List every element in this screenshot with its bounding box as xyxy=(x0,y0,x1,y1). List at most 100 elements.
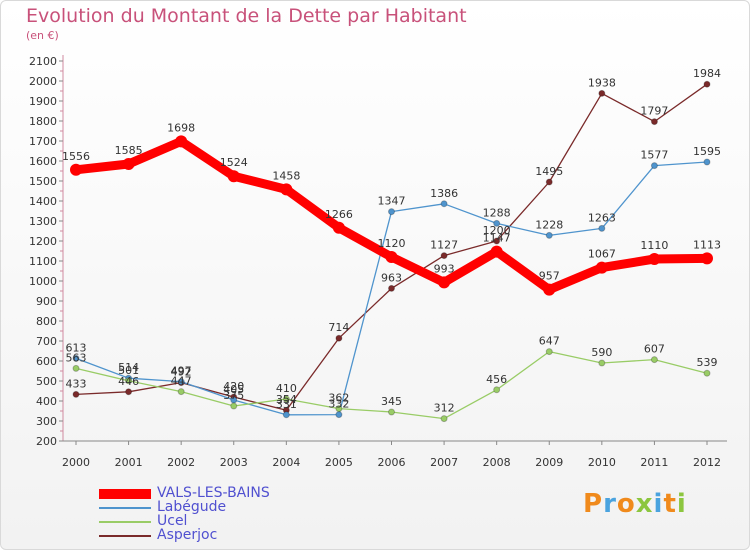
data-point xyxy=(282,411,290,419)
data-label: 1266 xyxy=(325,208,353,221)
data-label: 1347 xyxy=(378,195,406,208)
data-point xyxy=(598,359,606,367)
data-point xyxy=(598,224,606,232)
data-point xyxy=(543,283,556,296)
data-label: 497 xyxy=(171,365,192,378)
data-point xyxy=(545,231,553,239)
data-point xyxy=(388,284,395,292)
data-label: 446 xyxy=(118,375,139,388)
legend-swatch xyxy=(99,507,151,509)
legend-swatch xyxy=(99,535,151,537)
data-point xyxy=(703,369,711,377)
data-label: 1110 xyxy=(640,239,668,252)
data-label: 647 xyxy=(539,335,560,348)
logo-letter: i xyxy=(676,489,687,519)
data-point xyxy=(230,402,238,410)
y-tick-label: 600 xyxy=(36,355,57,368)
data-point xyxy=(440,252,448,260)
data-label: 1067 xyxy=(588,248,616,261)
data-point xyxy=(175,135,188,148)
y-tick-label: 2100 xyxy=(29,55,57,68)
legend-label: Asperjoc xyxy=(157,527,218,543)
x-tick-label: 2001 xyxy=(115,456,143,469)
x-tick-label: 2000 xyxy=(62,456,90,469)
chart-title: Evolution du Montant de la Dette par Hab… xyxy=(26,5,467,27)
logo-letter: x xyxy=(635,489,654,519)
data-point xyxy=(438,276,451,289)
y-tick-label: 500 xyxy=(36,375,57,388)
data-label: 405 xyxy=(223,383,244,396)
data-label: 963 xyxy=(381,271,402,284)
data-point xyxy=(703,158,711,166)
data-label: 1386 xyxy=(430,187,458,200)
data-point xyxy=(125,388,133,396)
chart-subtitle: (en €) xyxy=(26,29,59,42)
data-label: 1556 xyxy=(62,150,90,163)
data-label: 1577 xyxy=(640,149,668,162)
data-label: 312 xyxy=(434,402,455,415)
data-label: 607 xyxy=(644,343,665,356)
y-tick-label: 400 xyxy=(36,395,57,408)
data-point xyxy=(335,334,343,342)
data-point xyxy=(385,251,398,263)
x-tick-label: 2010 xyxy=(588,456,616,469)
legend-label: Labégude xyxy=(157,499,227,515)
legend-label: Ucel xyxy=(157,513,188,529)
data-label: 1113 xyxy=(693,238,721,251)
data-label: 1698 xyxy=(167,121,195,134)
x-tick-label: 2002 xyxy=(167,456,195,469)
logo-letter: i xyxy=(653,489,664,519)
data-point xyxy=(177,378,185,386)
data-label: 1938 xyxy=(588,76,616,89)
y-tick-label: 2000 xyxy=(29,75,57,88)
data-label: 714 xyxy=(328,321,349,334)
data-point xyxy=(650,356,658,364)
data-label: 993 xyxy=(434,262,455,275)
logo-letter: r xyxy=(603,489,617,519)
data-point xyxy=(490,245,503,258)
data-label: 1984 xyxy=(693,67,721,80)
data-label: 1288 xyxy=(483,206,511,219)
data-label: 433 xyxy=(66,377,87,390)
data-label: 345 xyxy=(381,395,402,408)
data-point xyxy=(70,163,82,176)
data-label: 447 xyxy=(171,375,192,388)
data-label: 1585 xyxy=(115,144,143,157)
data-point xyxy=(335,411,343,419)
data-label: 501 xyxy=(118,364,139,377)
proxiti-logo: Proxiti xyxy=(583,489,687,519)
x-tick-label: 2011 xyxy=(640,456,668,469)
y-tick-label: 900 xyxy=(36,295,57,308)
data-label: 1200 xyxy=(483,224,511,237)
data-point xyxy=(598,89,606,97)
y-tick-label: 1600 xyxy=(29,155,57,168)
data-point xyxy=(280,183,293,196)
data-point xyxy=(332,221,345,234)
y-tick-label: 1700 xyxy=(29,135,57,148)
y-tick-label: 1200 xyxy=(29,235,57,248)
data-label: 410 xyxy=(276,382,297,395)
legend-swatch xyxy=(99,489,151,499)
y-tick-label: 700 xyxy=(36,335,57,348)
x-tick-label: 2005 xyxy=(325,456,353,469)
y-tick-label: 1400 xyxy=(29,195,57,208)
series-points xyxy=(70,80,713,423)
data-point xyxy=(650,118,658,126)
logo-letter: o xyxy=(616,489,636,519)
data-label: 514 xyxy=(118,361,139,374)
data-label: 420 xyxy=(223,380,244,393)
legend-swatch xyxy=(99,521,151,523)
data-point xyxy=(335,405,343,413)
data-point xyxy=(595,261,608,274)
y-tick-label: 1500 xyxy=(29,175,57,188)
data-label: 1120 xyxy=(378,237,406,250)
data-label: 362 xyxy=(328,392,349,405)
x-tick-label: 2012 xyxy=(693,456,721,469)
data-label: 492 xyxy=(171,366,192,379)
x-tick-label: 2009 xyxy=(535,456,563,469)
data-label: 1458 xyxy=(272,169,300,182)
axes: 200 300 400 500 600 700 800 900 1000 1100 1200 1300… xyxy=(29,55,727,469)
data-point xyxy=(648,253,661,265)
y-tick-label: 200 xyxy=(36,435,57,448)
